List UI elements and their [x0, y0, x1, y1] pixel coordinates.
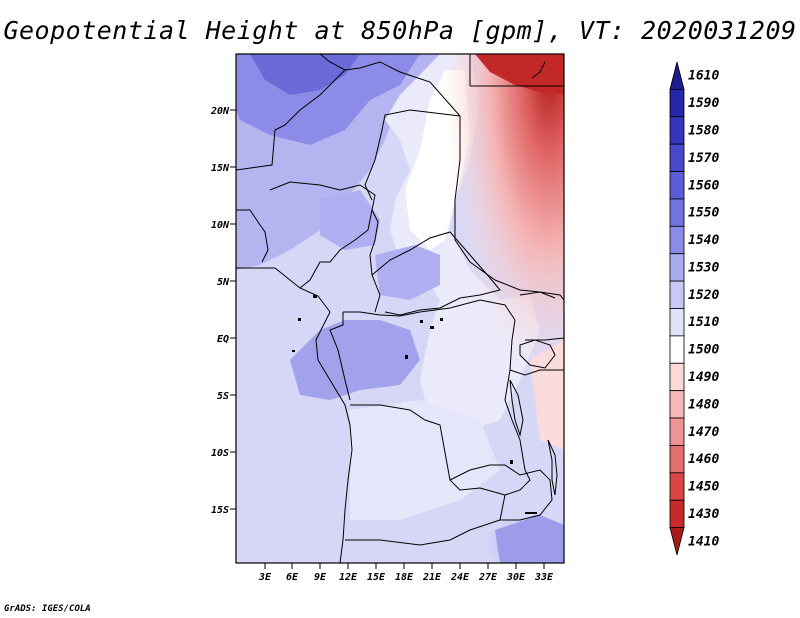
colorbar-swatch: [669, 527, 685, 556]
border-angola: [345, 404, 506, 546]
colorbar-label: 1530: [688, 260, 719, 275]
lon-label: 9E: [314, 572, 327, 583]
border-niger-chad: [236, 69, 346, 171]
border-zambia: [449, 464, 553, 521]
colorbar-label: 1410: [688, 534, 719, 549]
colorbar-label: 1450: [688, 480, 719, 495]
colorbar-swatch: [669, 143, 685, 172]
lon-label: 27E: [478, 572, 498, 583]
lat-label: 5N: [217, 277, 230, 288]
lat-label: 20N: [210, 106, 230, 117]
region-ne-core: [475, 54, 564, 95]
border-congo: [329, 312, 351, 401]
map-title: Geopotential Height at 850hPa [gpm], VT:…: [3, 16, 797, 45]
colorbar-label: 1480: [688, 397, 719, 412]
lake-victoria: [519, 339, 556, 369]
lon-label: 15E: [367, 572, 386, 583]
colorbar-swatch: [669, 88, 685, 118]
border-sudan-south: [454, 116, 556, 299]
colorbar-swatch: [669, 499, 685, 529]
lon-label: 12E: [339, 572, 358, 583]
colorbar-label: 1590: [688, 96, 719, 111]
border-algeria-libya: [319, 54, 461, 117]
colorbar-swatch: [669, 335, 685, 364]
colorbar-label: 1560: [688, 178, 719, 193]
colorbar-label: 1430: [688, 507, 719, 522]
lon-label: 33E: [534, 572, 554, 583]
colorbar-swatch: [669, 445, 685, 474]
region-car-blue: [375, 245, 440, 300]
speckle-marks: [292, 295, 537, 514]
lake-tanganyika: [509, 379, 524, 437]
colorbar-label: 1490: [688, 370, 719, 385]
lon-label: 30E: [506, 572, 526, 583]
colorbar-swatch: [669, 472, 685, 501]
lon-label: 3E: [258, 572, 272, 583]
coastline: [236, 267, 353, 563]
colorbar-swatch: [669, 280, 685, 309]
lon-label: 18E: [395, 572, 414, 583]
grads-credit: GrADS: IGES/COLA: [4, 604, 91, 614]
colorbar-swatch: [669, 198, 685, 227]
nile-coast: [531, 61, 546, 79]
axis-ticks: [230, 109, 545, 569]
lat-label: 10S: [211, 448, 229, 459]
colorbar: 1610 1590 1580 1570 1560 1550 1540 1530 1520 1510…: [669, 61, 719, 556]
colorbar-swatch: [669, 417, 685, 446]
border-kenya-uganda: [509, 291, 564, 376]
border-nigeria: [269, 181, 376, 289]
colorbar-label: 1580: [688, 123, 719, 138]
colorbar-swatch: [669, 308, 685, 337]
lon-label: 6E: [286, 572, 299, 583]
colorbar-label: 1510: [688, 315, 719, 330]
colorbar-label: 1550: [688, 206, 719, 221]
border-egypt-sudan: [469, 54, 564, 87]
colorbar-swatch: [669, 171, 685, 200]
lat-label: 10N: [211, 220, 230, 231]
colorbar-swatch: [669, 225, 685, 255]
boundaries: [236, 54, 564, 563]
lon-label: 24E: [450, 572, 470, 583]
lat-label: 5S: [217, 391, 229, 402]
lat-labels: 20N 15N 10N 5N EQ 5S 10S 15S: [210, 106, 230, 516]
colorbar-swatch: [669, 390, 685, 419]
lon-label: 21E: [422, 572, 442, 583]
border-car: [371, 231, 501, 316]
border-west-africa: [236, 209, 269, 263]
lake-malawi: [547, 439, 558, 496]
region-se-edge: [495, 515, 564, 563]
colorbar-label: 1610: [688, 69, 719, 84]
region-east-pink: [530, 340, 564, 450]
region-nw-peak: [250, 54, 360, 95]
colorbar-swatch: [669, 362, 685, 392]
colorbar-label: 1460: [688, 452, 719, 467]
colorbar-label: 1570: [688, 151, 719, 166]
lat-label: 15S: [211, 505, 229, 516]
colorbar-swatch: [669, 116, 685, 145]
border-chad-sudan: [364, 109, 461, 201]
region-cameroon-blue: [320, 190, 380, 250]
lat-label: EQ: [217, 334, 229, 345]
colorbar-label: 1540: [688, 233, 719, 248]
colorbar-label: 1520: [688, 288, 719, 303]
border-cameroon: [369, 209, 381, 313]
plot-frame: [235, 53, 565, 564]
border-drc-north: [343, 299, 516, 321]
border-drc-east: [504, 319, 531, 496]
colorbar-label: 1500: [688, 343, 719, 358]
colorbar-swatch: [669, 61, 685, 90]
lat-label: 15N: [211, 163, 230, 174]
lon-labels: 3E 6E 9E 12E 15E 18E 21E 24E 27E 30E 33E: [258, 572, 554, 583]
colorbar-label: 1470: [688, 425, 719, 440]
region-congo-blue: [290, 320, 420, 400]
colorbar-swatch: [669, 253, 685, 282]
